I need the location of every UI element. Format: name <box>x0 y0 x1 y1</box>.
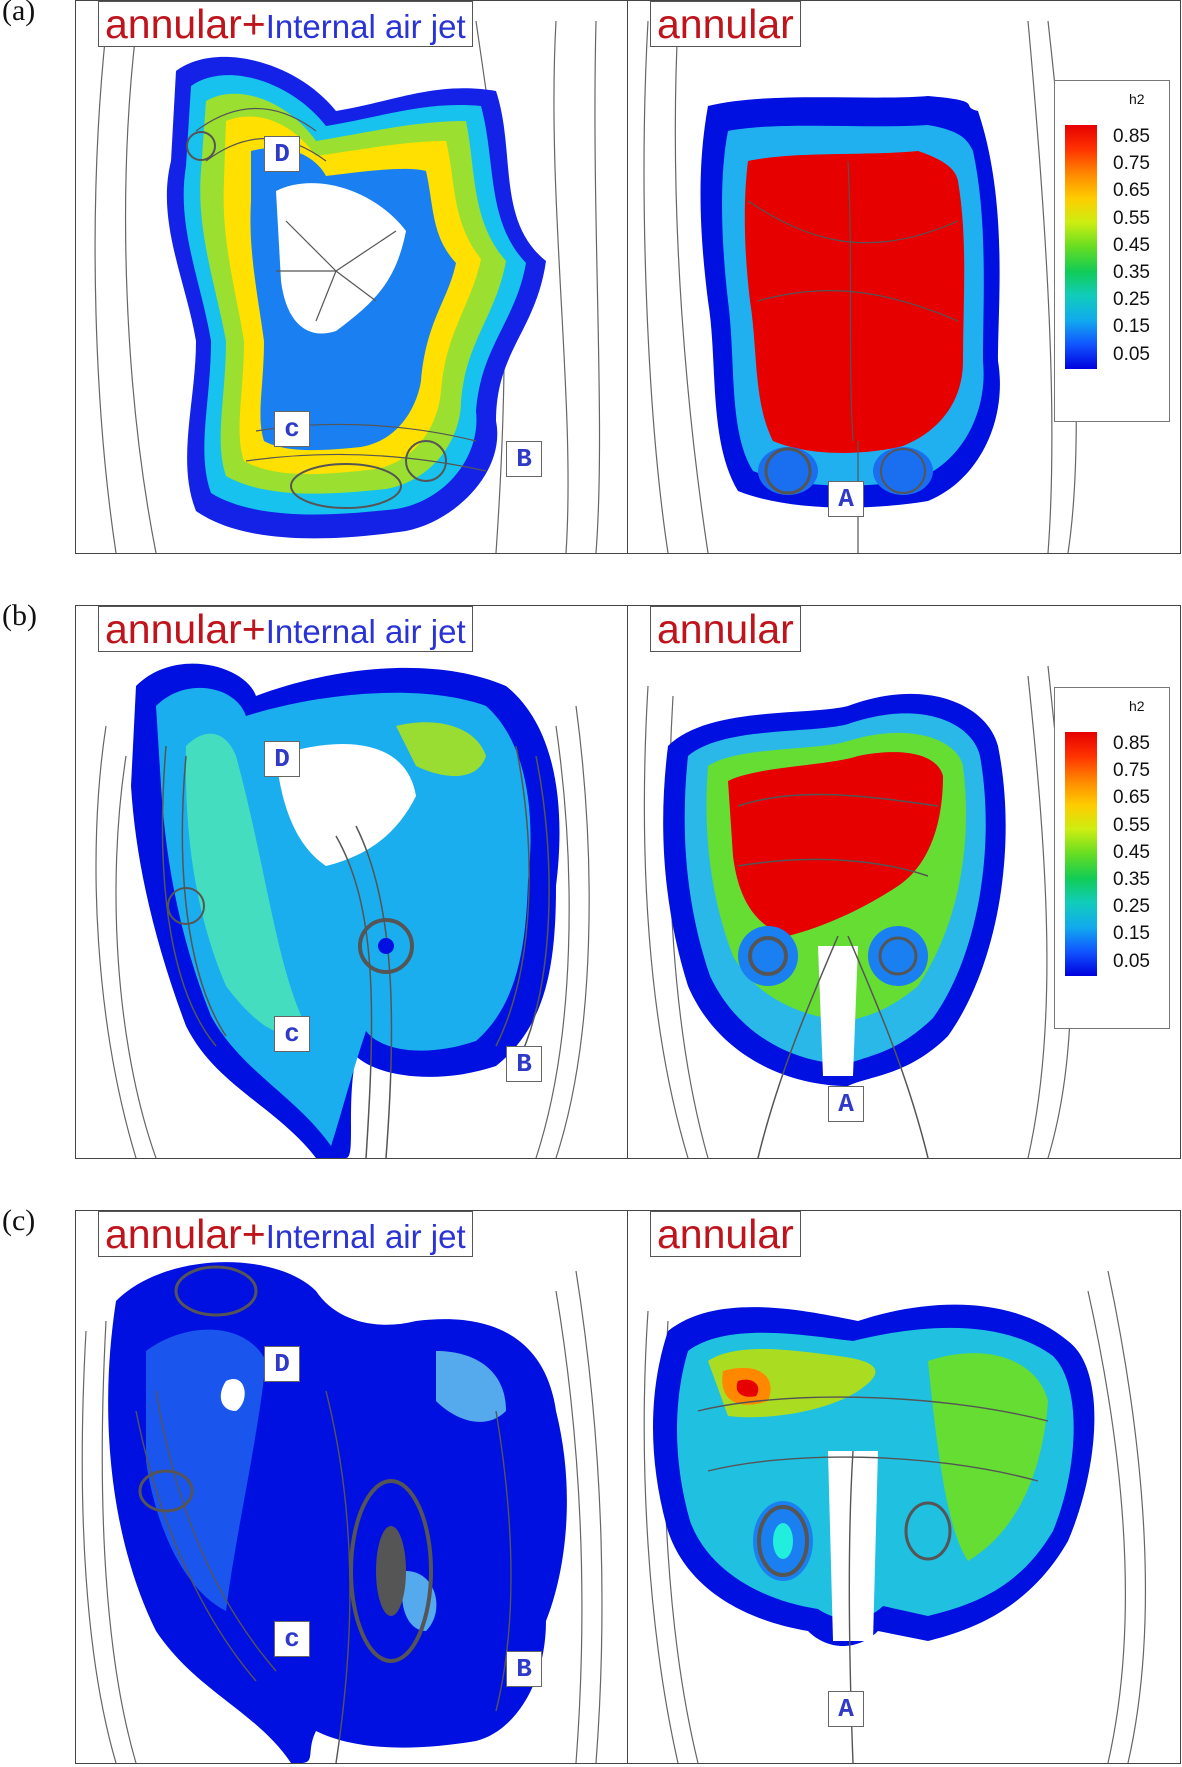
marker-b: B <box>506 1651 542 1687</box>
row-label: (c) <box>2 1204 36 1237</box>
title-annular: annular <box>657 1 794 47</box>
legend-tick: 0.85 <box>1113 126 1150 147</box>
panel-title: annular <box>650 1 801 47</box>
marker-b: B <box>506 1046 542 1082</box>
marker-a: A <box>828 481 864 517</box>
legend-tick: 0.75 <box>1113 153 1150 175</box>
legend-tick: 0.55 <box>1113 814 1150 836</box>
title-annular: annular <box>657 1211 794 1257</box>
legend-tick: 0.35 <box>1113 261 1150 283</box>
legend-tick: 0.25 <box>1113 289 1150 311</box>
marker-a: A <box>828 1691 864 1727</box>
colorbar-legend: h2 0.85 0.75 0.65 0.55 0.45 0.35 0.25 0.… <box>1054 80 1170 422</box>
legend-tick: 0.75 <box>1113 760 1150 782</box>
title-internal-air-jet: Internal air jet <box>265 8 466 45</box>
panel-annular: annular A <box>627 1210 1181 1764</box>
legend-tick: 0.65 <box>1113 787 1150 809</box>
panel-annular-internal-jet: annular+Internal air jet D c B <box>75 0 629 554</box>
row-a: (a) annular+Intern <box>0 0 1182 560</box>
marker-c: c <box>274 1016 310 1052</box>
legend-title: h2 <box>1129 698 1145 714</box>
legend-tick: 0.45 <box>1113 234 1150 256</box>
title-annular-plus: annular+ <box>105 606 266 652</box>
marker-d: D <box>264 741 300 777</box>
legend-color-bar <box>1065 732 1097 976</box>
legend-tick: 0.05 <box>1113 950 1150 972</box>
marker-b: B <box>506 441 542 477</box>
legend-tick: 0.45 <box>1113 841 1150 863</box>
panel-title: annular+Internal air jet <box>98 606 473 652</box>
legend-tick: 0.65 <box>1113 180 1150 202</box>
marker-a: A <box>828 1086 864 1122</box>
title-annular: annular <box>657 606 794 652</box>
colorbar-legend: h2 0.85 0.75 0.65 0.55 0.45 0.35 0.25 0.… <box>1054 687 1170 1029</box>
title-internal-air-jet: Internal air jet <box>265 1218 466 1255</box>
row-c: (c) annular+Internal air jet D c <box>0 1204 1182 1767</box>
contour-field <box>81 1262 603 1763</box>
row-label: (a) <box>2 0 36 27</box>
panel-title: annular <box>650 606 801 652</box>
title-internal-air-jet: Internal air jet <box>265 613 466 650</box>
panel-title: annular+Internal air jet <box>98 1 473 47</box>
contour-field <box>94 20 601 553</box>
legend-tick: 0.85 <box>1113 733 1150 754</box>
legend-ticks: 0.85 0.75 0.65 0.55 0.45 0.35 0.25 0.15 … <box>1113 123 1150 368</box>
contour-field <box>643 20 1077 553</box>
row-b: (b) annular+Internal air jet D c <box>0 599 1182 1165</box>
panel-title: annular+Internal air jet <box>98 1211 473 1257</box>
legend-tick: 0.35 <box>1113 868 1150 890</box>
marker-d: D <box>264 1346 300 1382</box>
legend-tick: 0.15 <box>1113 923 1150 945</box>
row-label: (b) <box>2 599 37 632</box>
panel-title: annular <box>650 1211 801 1257</box>
contour-field <box>95 663 590 1158</box>
marker-c: c <box>274 411 310 447</box>
panel-annular-internal-jet: annular+Internal air jet D c B <box>75 1210 629 1764</box>
panel-annular-internal-jet: annular+Internal air jet D c B <box>75 605 629 1159</box>
legend-color-bar <box>1065 125 1097 369</box>
legend-tick: 0.05 <box>1113 343 1150 365</box>
title-annular-plus: annular+ <box>105 1 266 47</box>
legend-tick: 0.15 <box>1113 316 1150 338</box>
legend-tick: 0.25 <box>1113 896 1150 918</box>
marker-c: c <box>274 1621 310 1657</box>
legend-title: h2 <box>1129 91 1145 107</box>
legend-tick: 0.55 <box>1113 207 1150 229</box>
title-annular-plus: annular+ <box>105 1211 266 1257</box>
legend-ticks: 0.85 0.75 0.65 0.55 0.45 0.35 0.25 0.15 … <box>1113 730 1150 975</box>
contour-field <box>643 665 1072 1158</box>
contour-field <box>643 1270 1147 1763</box>
marker-d: D <box>264 136 300 172</box>
